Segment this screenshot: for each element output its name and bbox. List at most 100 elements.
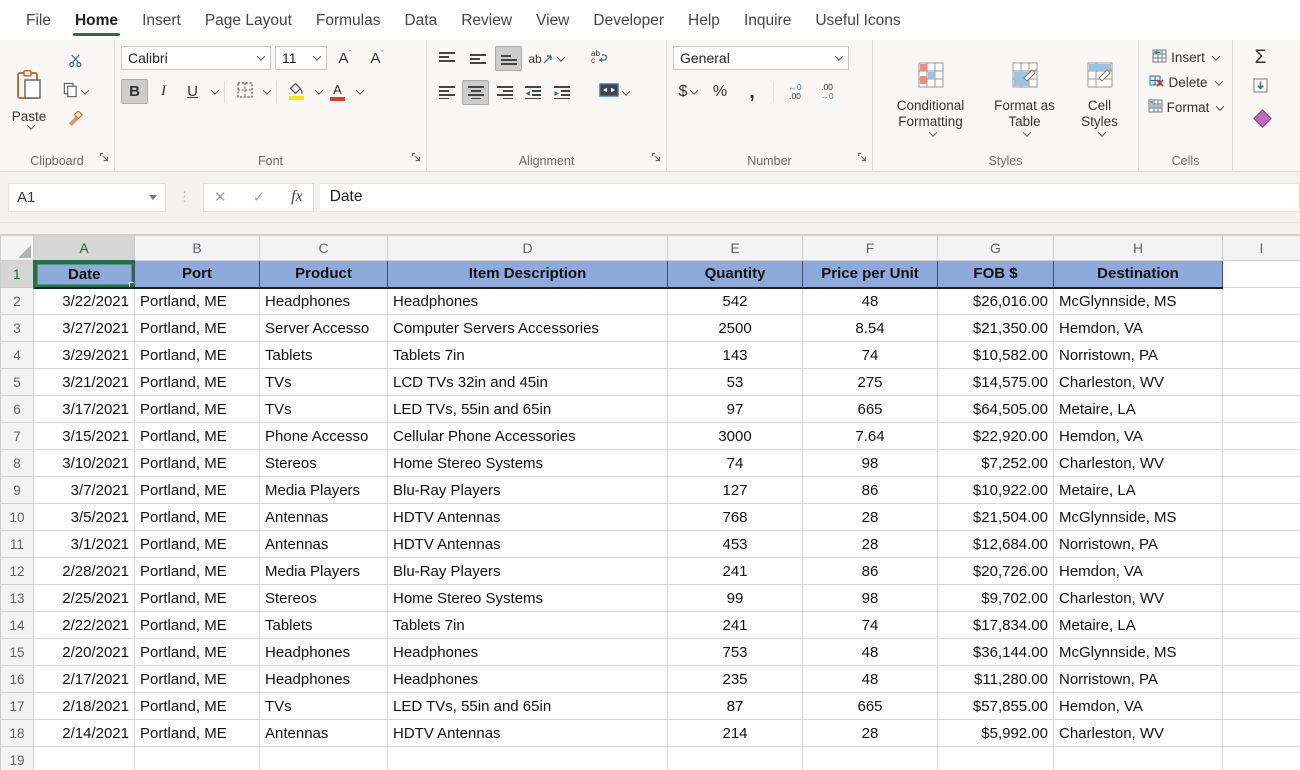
cell-D9[interactable]: Blu-Ray Players (387, 476, 668, 504)
cell-I12[interactable] (1222, 557, 1300, 585)
align-top-button[interactable] (433, 46, 460, 71)
ribbon-tab-inquire[interactable]: Inquire (743, 12, 792, 29)
cell-F7[interactable]: 7.64 (802, 422, 938, 450)
increase-indent-button[interactable] (549, 80, 576, 105)
cell-C16[interactable]: Headphones (259, 665, 388, 693)
cell-E16[interactable]: 235 (667, 665, 803, 693)
cell-F10[interactable]: 28 (802, 503, 938, 531)
cell-C5[interactable]: TVs (259, 368, 388, 396)
cell-C19[interactable] (259, 746, 388, 770)
cell-D1[interactable]: Item Description (387, 260, 668, 289)
cell-G6[interactable]: $64,505.00 (937, 395, 1054, 423)
cell-A16[interactable]: 2/17/2021 (33, 665, 135, 693)
cell-H5[interactable]: Charleston, WV (1053, 368, 1223, 396)
cell-G3[interactable]: $21,350.00 (937, 314, 1054, 342)
row-header-13[interactable]: 13 (0, 584, 34, 612)
conditional-formatting-button[interactable]: Conditional Formatting (888, 48, 974, 151)
cell-C18[interactable]: Antennas (259, 719, 388, 747)
cell-F19[interactable] (802, 746, 938, 770)
cell-H14[interactable]: Metaire, LA (1053, 611, 1223, 639)
cell-G8[interactable]: $7,252.00 (937, 449, 1054, 477)
row-header-16[interactable]: 16 (0, 665, 34, 693)
column-header-H[interactable]: H (1053, 235, 1223, 261)
cell-C7[interactable]: Phone Accesso (259, 422, 388, 450)
chevron-down-icon[interactable] (262, 85, 272, 95)
ribbon-tab-formulas[interactable]: Formulas (315, 12, 381, 29)
bold-button[interactable]: B (121, 79, 148, 104)
cell-E4[interactable]: 143 (667, 341, 803, 369)
cell-D17[interactable]: LED TVs, 55in and 65in (387, 692, 668, 720)
cell-H17[interactable]: Hemdon, VA (1053, 692, 1223, 720)
row-header-14[interactable]: 14 (0, 611, 34, 639)
cell-I9[interactable] (1222, 476, 1300, 504)
cell-D15[interactable]: Headphones (387, 638, 668, 666)
ribbon-tab-page-layout[interactable]: Page Layout (204, 12, 292, 29)
ribbon-tab-view[interactable]: View (536, 12, 570, 29)
cell-B18[interactable]: Portland, ME (134, 719, 260, 747)
ribbon-tab-useful-icons[interactable]: Useful Icons (815, 12, 901, 29)
insert-function-icon[interactable]: fx (291, 188, 303, 205)
cell-C17[interactable]: TVs (259, 692, 388, 720)
cell-E13[interactable]: 99 (667, 584, 803, 612)
cell-G16[interactable]: $11,280.00 (937, 665, 1054, 693)
cell-D7[interactable]: Cellular Phone Accessories (387, 422, 668, 450)
column-header-E[interactable]: E (667, 235, 803, 261)
cell-E14[interactable]: 241 (667, 611, 803, 639)
cell-A15[interactable]: 2/20/2021 (33, 638, 135, 666)
cell-G9[interactable]: $10,922.00 (937, 476, 1054, 504)
cell-F12[interactable]: 86 (802, 557, 938, 585)
fill-handle[interactable] (129, 281, 134, 286)
cell-A13[interactable]: 2/25/2021 (33, 584, 135, 612)
cell-A2[interactable]: 3/22/2021 (33, 287, 135, 315)
cancel-entry-icon[interactable]: ✕ (214, 189, 227, 206)
cell-C3[interactable]: Server Accesso (259, 314, 388, 342)
cell-B14[interactable]: Portland, ME (134, 611, 260, 639)
cell-F3[interactable]: 8.54 (802, 314, 938, 342)
cell-F4[interactable]: 74 (802, 341, 938, 369)
cell-D19[interactable] (387, 746, 668, 770)
cell-B15[interactable]: Portland, ME (134, 638, 260, 666)
cell-A7[interactable]: 3/15/2021 (33, 422, 135, 450)
cell-B5[interactable]: Portland, ME (134, 368, 260, 396)
cell-E5[interactable]: 53 (667, 368, 803, 396)
percent-style-button[interactable]: % (705, 79, 735, 105)
cell-H16[interactable]: Norristown, PA (1053, 665, 1223, 693)
cell-I18[interactable] (1222, 719, 1300, 747)
cell-E17[interactable]: 87 (667, 692, 803, 720)
cell-D13[interactable]: Home Stereo Systems (387, 584, 668, 612)
cell-C2[interactable]: Headphones (259, 287, 388, 315)
cell-C9[interactable]: Media Players (259, 476, 388, 504)
column-header-D[interactable]: D (387, 235, 668, 261)
column-header-C[interactable]: C (259, 235, 388, 261)
row-header-8[interactable]: 8 (0, 449, 34, 477)
cell-I2[interactable] (1222, 287, 1300, 315)
format-painter-button[interactable] (58, 109, 92, 132)
cell-D12[interactable]: Blu-Ray Players (387, 557, 668, 585)
cell-F1[interactable]: Price per Unit (802, 260, 938, 289)
cell-H3[interactable]: Hemdon, VA (1053, 314, 1223, 342)
cell-E15[interactable]: 753 (667, 638, 803, 666)
cell-H6[interactable]: Metaire, LA (1053, 395, 1223, 423)
cell-A12[interactable]: 2/28/2021 (33, 557, 135, 585)
cell-D14[interactable]: Tablets 7in (387, 611, 668, 639)
paste-button[interactable]: Paste (6, 46, 52, 151)
chevron-down-icon[interactable] (314, 85, 324, 95)
cell-D3[interactable]: Computer Servers Accessories (387, 314, 668, 342)
ribbon-tab-data[interactable]: Data (404, 12, 438, 29)
row-header-19[interactable]: 19 (0, 746, 34, 770)
column-header-F[interactable]: F (802, 235, 938, 261)
cell-E10[interactable]: 768 (667, 503, 803, 531)
ribbon-tab-help[interactable]: Help (688, 12, 720, 29)
increase-decimal-button[interactable]: ←0.00 (780, 79, 810, 105)
cell-styles-button[interactable]: Cell Styles (1076, 48, 1124, 151)
cell-D4[interactable]: Tablets 7in (387, 341, 668, 369)
cell-H12[interactable]: Hemdon, VA (1053, 557, 1223, 585)
cell-B16[interactable]: Portland, ME (134, 665, 260, 693)
cell-I14[interactable] (1222, 611, 1300, 639)
clear-button[interactable] (1239, 106, 1282, 130)
cell-B2[interactable]: Portland, ME (134, 287, 260, 315)
row-header-10[interactable]: 10 (0, 503, 34, 531)
cell-C12[interactable]: Media Players (259, 557, 388, 585)
align-left-button[interactable] (433, 80, 460, 105)
row-header-17[interactable]: 17 (0, 692, 34, 720)
